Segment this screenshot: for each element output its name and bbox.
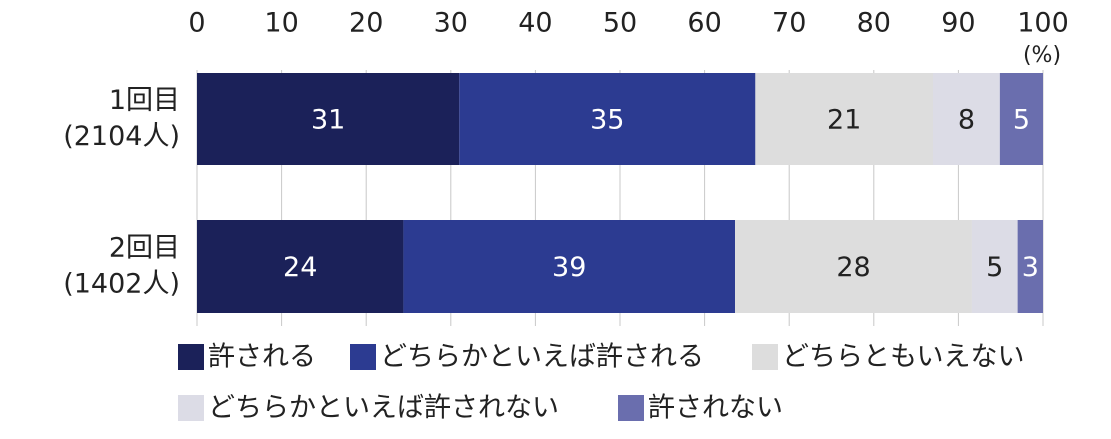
bar-segment bbox=[999, 73, 1043, 165]
legend-label: 許される bbox=[208, 342, 316, 373]
x-tick-label: 40 bbox=[518, 8, 552, 39]
legend-label: 許されない bbox=[648, 393, 783, 424]
x-tick-label: 90 bbox=[941, 8, 975, 39]
data-label: 21 bbox=[827, 105, 861, 136]
x-tick-label: 30 bbox=[434, 8, 468, 39]
x-tick-label: 60 bbox=[687, 8, 721, 39]
data-label: 31 bbox=[311, 105, 345, 136]
y-tick-label: 1回目(2104人) bbox=[63, 85, 180, 152]
data-label: 35 bbox=[590, 105, 624, 136]
bar-segment bbox=[197, 73, 460, 165]
x-tick-label: 10 bbox=[264, 8, 298, 39]
bar-segment bbox=[755, 73, 934, 165]
bar-segment bbox=[459, 73, 756, 165]
data-label: 3 bbox=[1022, 252, 1039, 283]
data-label: 28 bbox=[836, 252, 870, 283]
x-tick-label: 0 bbox=[188, 8, 205, 39]
data-label: 5 bbox=[986, 252, 1003, 283]
y-tick-label: 2回目(1402人) bbox=[63, 232, 180, 299]
legend-label: どちらかといえば許される bbox=[380, 342, 704, 373]
x-tick-label: 100 bbox=[1017, 8, 1069, 39]
bar-segment bbox=[197, 220, 404, 313]
data-label: 39 bbox=[552, 252, 586, 283]
x-tick-label: 50 bbox=[603, 8, 637, 39]
legend-label: どちらかといえば許されない bbox=[208, 393, 559, 424]
bar-segment bbox=[1017, 220, 1043, 313]
x-tick-label: 20 bbox=[349, 8, 383, 39]
legend-label: どちらともいえない bbox=[782, 342, 1024, 373]
bar-segment bbox=[933, 73, 1000, 165]
legend-swatch bbox=[178, 395, 204, 421]
legend-swatch bbox=[350, 344, 376, 370]
data-label: 5 bbox=[1013, 105, 1030, 136]
data-label: 8 bbox=[958, 105, 975, 136]
legend-swatch bbox=[618, 395, 644, 421]
unit-label: (%) bbox=[1023, 43, 1061, 68]
legend-swatch bbox=[178, 344, 204, 370]
bar-segment bbox=[403, 220, 736, 313]
bar-segment bbox=[971, 220, 1018, 313]
data-label: 24 bbox=[283, 252, 317, 283]
x-tick-label: 70 bbox=[772, 8, 806, 39]
bar-segment bbox=[735, 220, 972, 313]
legend-swatch bbox=[752, 344, 778, 370]
x-tick-label: 80 bbox=[857, 8, 891, 39]
